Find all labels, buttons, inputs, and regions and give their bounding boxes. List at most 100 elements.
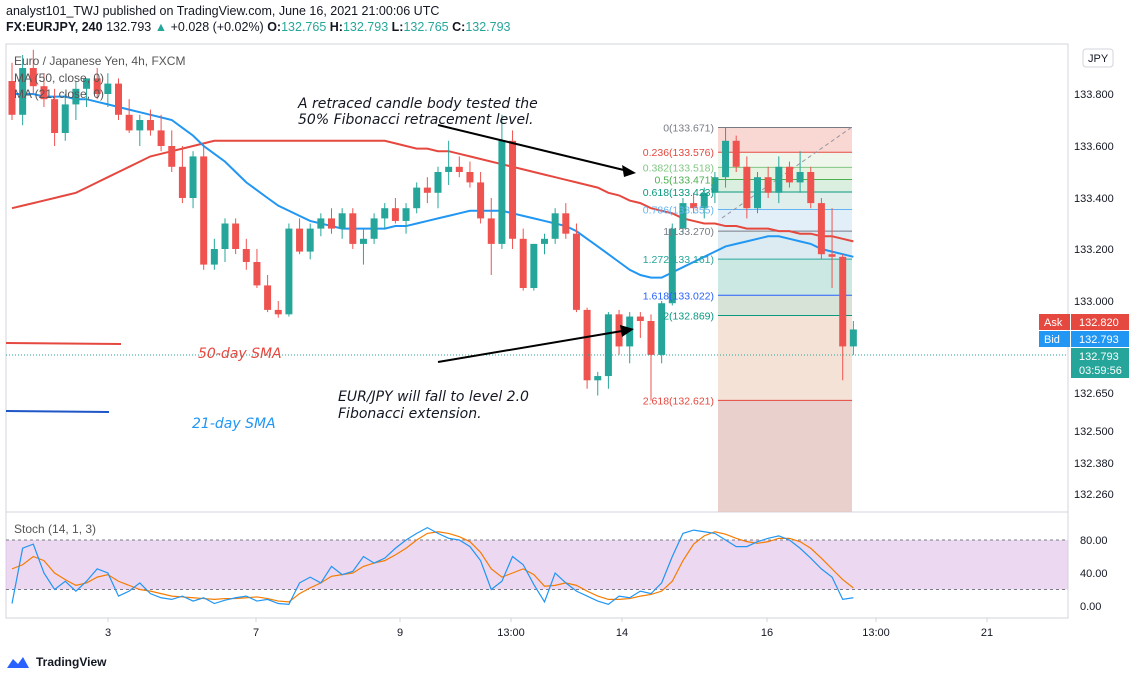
fib-band [718, 295, 852, 316]
fib-level-label: 2.618(132.621) [643, 395, 714, 407]
candle-body [178, 166, 186, 198]
candle-body [775, 166, 783, 193]
candle-body [274, 309, 282, 315]
sma50-reference-line [5, 342, 122, 345]
candle-body [636, 316, 644, 321]
price-tick-label: 132.380 [1074, 458, 1114, 470]
fibonacci-zone[interactable] [718, 126, 853, 512]
time-tick-label: 13:00 [862, 627, 890, 639]
arrow-up-icon: ▲ [154, 20, 168, 34]
fibonacci-labels: 0(133.671)0.236(133.576)0.382(133.518)0.… [643, 123, 714, 408]
candle-body [423, 187, 431, 193]
candle-body [338, 213, 346, 229]
candle-body [296, 228, 304, 252]
candle-body [391, 208, 399, 221]
candle-body [711, 177, 719, 193]
fib-level-label: 1(133.270) [663, 226, 714, 238]
candlesticks [8, 49, 857, 401]
fib-level-label: 0(133.671) [663, 123, 714, 135]
arrow-bottom [437, 329, 629, 363]
fib-level-label: 1.618(133.022) [643, 290, 714, 302]
tradingview-logo-icon [7, 657, 29, 668]
candle-body [83, 78, 91, 89]
chart-header: analyst101_TWJ published on TradingView.… [6, 3, 511, 35]
time-tick-label: 9 [397, 627, 403, 639]
candle-body [189, 156, 197, 198]
candle-body [370, 218, 378, 239]
candle-body [40, 86, 48, 100]
annotation-sma50: 50-day SMA [198, 346, 282, 362]
candle-body [615, 314, 623, 347]
legend-ma21: MA (21, close, 0) [14, 87, 104, 101]
candle-body [402, 208, 410, 221]
candle-body [817, 203, 825, 255]
candle-body [381, 208, 389, 219]
publish-line: analyst101_TWJ published on TradingView.… [6, 4, 440, 18]
time-axis[interactable]: 3 7 9 13:00 14 16 13:00 21 [105, 618, 993, 639]
ma50-line [11, 139, 854, 243]
low-value: 132.765 [403, 20, 449, 34]
high-value: 132.793 [342, 20, 389, 34]
stoch-label: Stoch (14, 1, 3) [14, 522, 96, 536]
annotation-sma21: 21-day SMA [192, 416, 276, 432]
candle-body [477, 182, 485, 219]
candle-body [647, 321, 655, 355]
candle-body [722, 140, 730, 178]
last-price: 132.793 [106, 20, 152, 34]
price-tick-label: 132.650 [1074, 388, 1114, 400]
last-price-badge [1071, 348, 1129, 378]
annotation-top-2: 50% Fibonacci retracement level. [298, 112, 533, 128]
currency-button[interactable]: JPY [1088, 53, 1109, 65]
candle-body [743, 166, 751, 209]
candle-body [157, 130, 165, 146]
time-tick-label: 21 [981, 627, 993, 639]
price-axis[interactable]: 133.800 133.600 133.400 133.200 133.000 132.6… [1074, 89, 1114, 501]
ask-badge [1039, 314, 1070, 330]
candle-body [19, 68, 27, 115]
high-label: H: [329, 20, 343, 34]
candle-body [509, 140, 517, 239]
last-price-axis: 132.793 [1079, 351, 1119, 363]
bar-countdown: 03:59:56 [1079, 365, 1122, 377]
ask-price-badge [1071, 314, 1129, 330]
time-tick-label: 16 [761, 627, 773, 639]
open-value: 132.765 [281, 20, 327, 34]
candle-body [210, 249, 218, 265]
candle-body [221, 223, 229, 249]
low-label: L: [391, 20, 404, 34]
time-tick-label: 13:00 [497, 627, 525, 639]
annotation-bottom-2: Fibonacci extension. [338, 406, 482, 422]
stoch-k-line [11, 526, 854, 606]
candle-body [61, 104, 69, 133]
ask-price: 132.820 [1079, 317, 1119, 329]
candle-body [253, 262, 261, 286]
ask-label: Ask [1044, 317, 1063, 329]
candle-body [530, 243, 538, 288]
arrow-top-head [622, 165, 636, 177]
candle-body [466, 172, 474, 183]
candle-body [487, 218, 495, 244]
annotation-top-1: A retraced candle body tested the [297, 96, 538, 112]
fib-band [718, 192, 852, 210]
arrow-bottom-head [620, 325, 634, 337]
fib-band [718, 127, 852, 153]
candle-body [658, 303, 666, 355]
fib-level-label: 0.618(133.423) [643, 187, 714, 199]
candle-body [434, 172, 442, 193]
stoch-tick-label: 0.00 [1080, 601, 1101, 613]
bid-price: 132.793 [1079, 334, 1119, 346]
candle-body [72, 88, 80, 105]
close-label: C: [452, 20, 466, 34]
candle-body [583, 309, 591, 381]
candle-body [349, 213, 357, 244]
candle-body [668, 228, 676, 304]
candle-body [594, 376, 602, 381]
candle-body [29, 68, 37, 87]
candle-body [764, 177, 772, 193]
sma21-reference-line [5, 410, 110, 413]
currency-button-bg[interactable] [1082, 48, 1114, 68]
moving-averages [11, 93, 854, 279]
candle-body [51, 99, 59, 133]
candle-body [455, 166, 463, 172]
